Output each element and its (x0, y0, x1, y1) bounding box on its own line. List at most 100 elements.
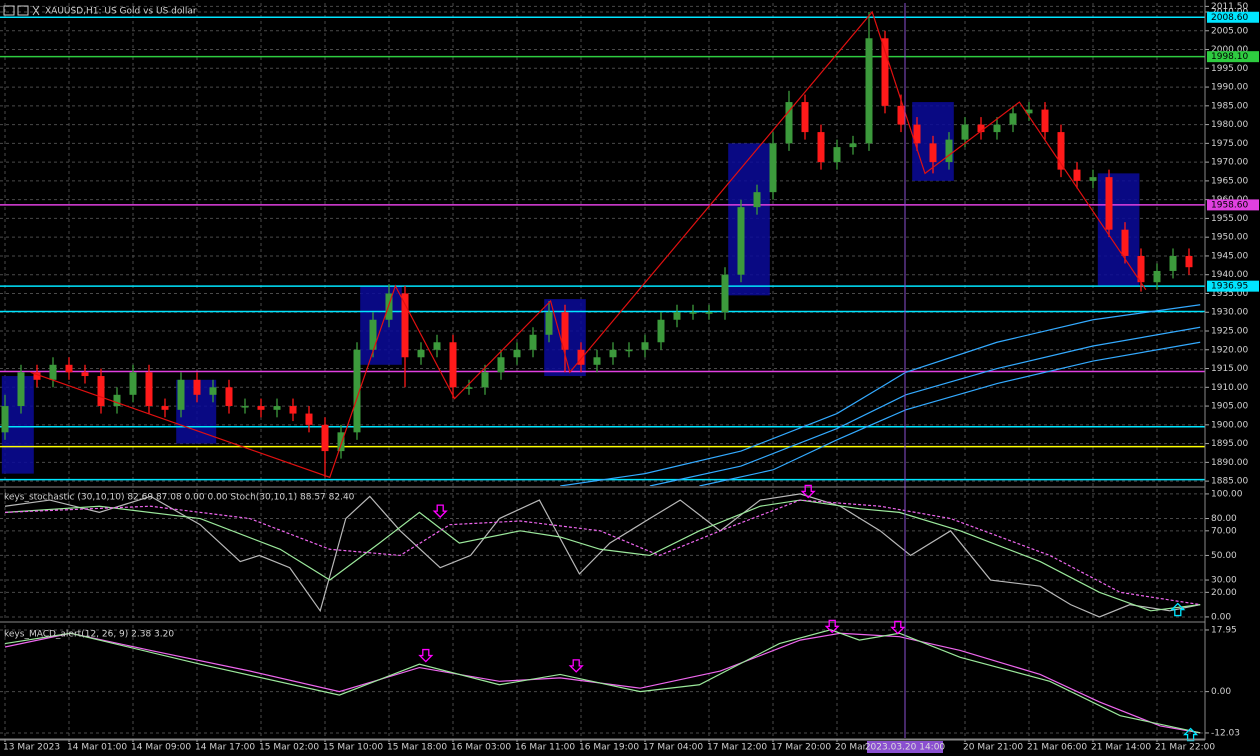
candle-body (609, 349, 617, 358)
candle-body (577, 349, 585, 365)
moving-average (560, 304, 1201, 486)
y-tick-label: 80.00 (1211, 514, 1237, 524)
candle-body (225, 387, 233, 407)
x-tick-label: 15 Mar 02:00 (259, 743, 319, 753)
candle-body (289, 406, 297, 414)
x-tick-label: 17 Mar 12:00 (707, 743, 767, 753)
candle-body (561, 312, 569, 350)
candle-body (337, 432, 345, 452)
candle-body (241, 406, 249, 408)
candle-body (817, 132, 825, 163)
zigzag (30, 10, 1147, 479)
candle-body (161, 406, 169, 410)
x-tick-label: 20 Mar (835, 743, 867, 753)
candle-body (353, 349, 361, 433)
zone (1097, 173, 1140, 286)
candle-body (1025, 109, 1033, 114)
y-tick-label: 1900.00 (1211, 420, 1248, 430)
signal-arrow (1170, 602, 1186, 617)
candle-body (417, 349, 425, 358)
x-tick-label: 21 Mar 14:00 (1091, 743, 1151, 753)
x-tick-label: 14 Mar 17:00 (195, 743, 255, 753)
level-label: 1936.95 (1211, 282, 1248, 292)
candle-body (449, 342, 457, 388)
candle-body (689, 312, 697, 314)
y-tick-label: 1890.00 (1211, 458, 1248, 468)
candle-body (529, 334, 537, 350)
candle-body (1041, 109, 1049, 133)
candle-body (1169, 255, 1177, 271)
y-tick-label: 1965.00 (1211, 176, 1248, 186)
y-tick-label: 1945.00 (1211, 251, 1248, 261)
moving-average (699, 341, 1201, 486)
level-tag (1207, 280, 1259, 292)
candle-body (1105, 177, 1113, 230)
candle-body (17, 372, 25, 407)
y-tick-label: 1935.00 (1211, 289, 1248, 299)
signal-arrow (824, 619, 840, 634)
x-tick-label: 15 Mar 10:00 (323, 743, 383, 753)
y-tick-label: 1885.00 (1211, 477, 1248, 487)
indicator-line (4, 632, 1201, 734)
candle-body (785, 102, 793, 144)
candle-body (705, 312, 713, 314)
panel-title: keys_stochastic (30,10,10) 82.69 87.08 0… (4, 493, 355, 503)
signal-arrow (800, 484, 816, 499)
candle-body (81, 372, 89, 377)
candle-body (929, 143, 937, 163)
level-tag (1207, 199, 1259, 211)
y-tick-label: 2011.50 (1211, 2, 1248, 12)
candle-body (593, 357, 601, 365)
y-tick-label: 1975.00 (1211, 139, 1248, 149)
y-tick-label: 1905.00 (1211, 402, 1248, 412)
y-tick-label: 17.95 (1211, 625, 1237, 635)
candle-body (881, 38, 889, 106)
candle-body (545, 312, 553, 335)
y-tick-label: 1980.00 (1211, 120, 1248, 130)
x-tick-label: 20 Mar 21:00 (963, 743, 1023, 753)
y-tick-label: 70.00 (1211, 526, 1237, 536)
y-tick-label: 2005.00 (1211, 26, 1248, 36)
level-tag (1207, 51, 1259, 63)
y-tick-label: 1950.00 (1211, 233, 1248, 243)
y-tick-label: 0.00 (1211, 612, 1231, 622)
candle-body (465, 387, 473, 389)
candle-body (833, 147, 841, 163)
signal-arrow (432, 504, 448, 519)
candle-body (1, 406, 9, 433)
x-tick-label: 14 Mar 09:00 (131, 743, 191, 753)
candle-body (801, 102, 809, 133)
candle-body (129, 372, 137, 395)
y-tick-label: 0.00 (1211, 687, 1231, 697)
y-tick-label: 2000.00 (1211, 45, 1248, 55)
candle-body (961, 124, 969, 140)
candle-body (673, 312, 681, 320)
candle-body (49, 364, 57, 380)
icon[interactable] (3, 5, 15, 16)
candle-body (209, 387, 217, 395)
y-tick-label: 1995.00 (1211, 64, 1248, 74)
x-tick-label: 13 Mar 2023 (3, 743, 60, 753)
cursor-tag (867, 741, 943, 753)
level-label: 2008.60 (1211, 13, 1248, 23)
candle-body (849, 143, 857, 148)
icon[interactable] (32, 5, 40, 16)
x-tick-label: 16 Mar 19:00 (579, 743, 639, 753)
cursor-label: 2023.03.20 14:00 (865, 743, 946, 753)
y-tick-label: 1955.00 (1211, 214, 1248, 224)
zone (728, 143, 770, 296)
candle-body (193, 379, 201, 395)
candle-body (1121, 229, 1129, 256)
y-tick-label: 50.00 (1211, 551, 1237, 561)
candle-body (1057, 132, 1065, 170)
y-tick-label: 1920.00 (1211, 345, 1248, 355)
y-tick-label: 1930.00 (1211, 308, 1248, 318)
icon[interactable] (17, 5, 29, 16)
candle-body (897, 105, 905, 125)
candle-body (385, 293, 393, 320)
indicator-line (4, 629, 1201, 734)
candle-body (1185, 255, 1193, 268)
x-tick-label: 16 Mar 11:00 (515, 743, 575, 753)
